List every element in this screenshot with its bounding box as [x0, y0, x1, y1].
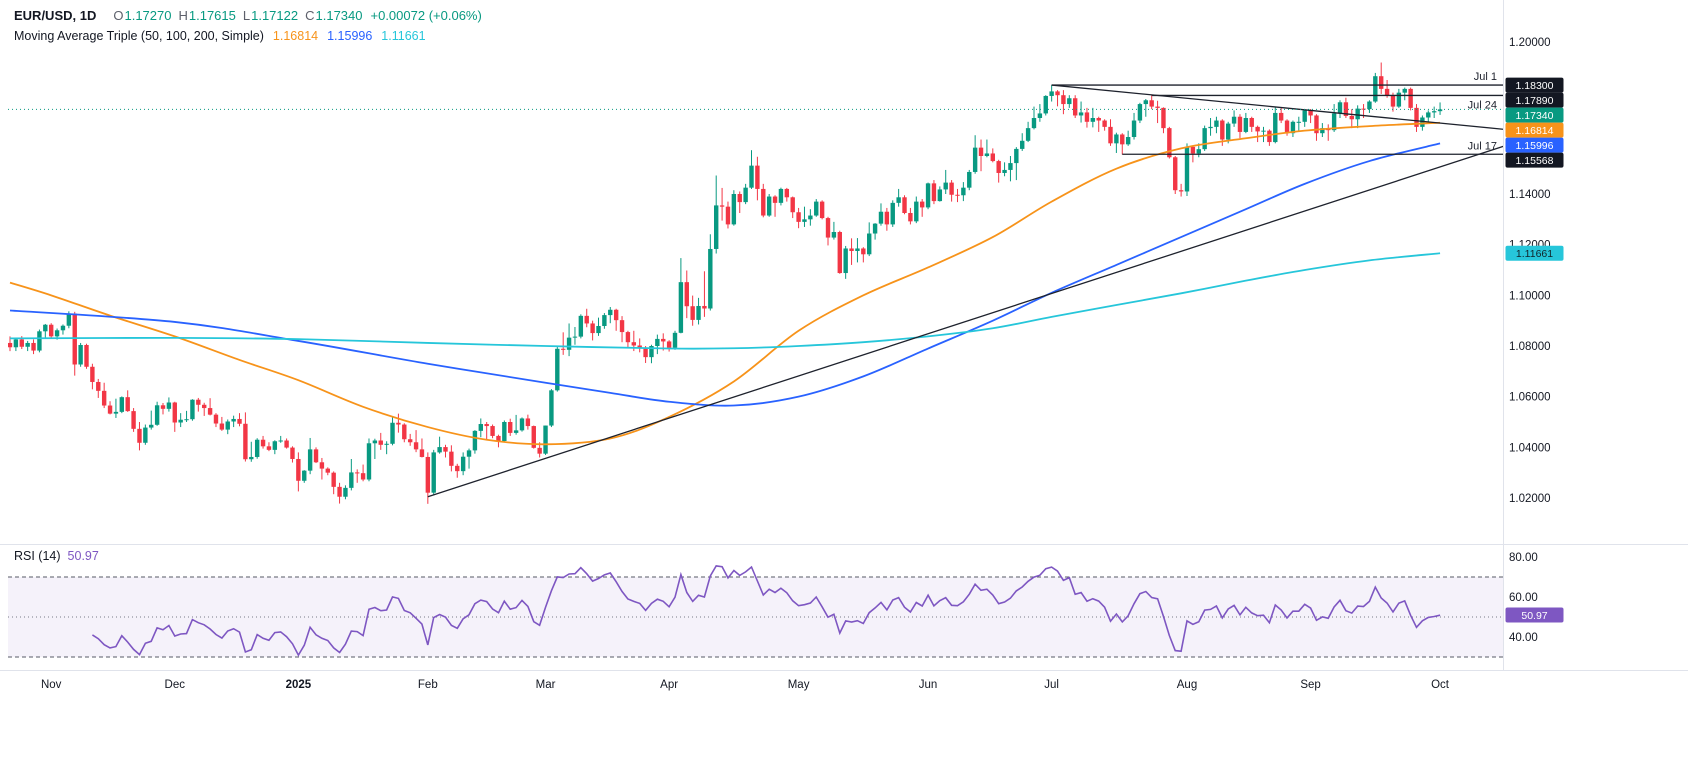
pane-separators: [0, 0, 1688, 671]
ohlc-open-label: O: [113, 8, 124, 23]
sma-50-line: [9, 121, 1441, 446]
price-badge: [1505, 137, 1564, 153]
annotation-label: Jul 24: [1468, 99, 1497, 111]
sma-100-line: [9, 142, 1441, 407]
ma-indicator-legend-row[interactable]: Moving Average Triple (50, 100, 200, Sim…: [14, 30, 482, 43]
price-badge: [1505, 92, 1564, 108]
ma200-value: 1.11661: [381, 29, 426, 43]
time-axis-label: Mar: [536, 679, 556, 691]
price-axis-label: 1.08000: [1509, 341, 1551, 353]
price-badge: [1505, 245, 1564, 261]
sma-200-line: [9, 252, 1441, 350]
ohlc-close-value: 1.17340: [315, 8, 363, 23]
ma50-value: 1.16814: [272, 29, 319, 43]
svg-text:1.18300: 1.18300: [1516, 80, 1554, 92]
price-axis-label: 1.14000: [1509, 189, 1551, 201]
symbol-title[interactable]: EUR/USD, 1D: [14, 8, 97, 23]
annotation-label: Jul 1: [1474, 71, 1497, 83]
price-axis-label: 1.20000: [1509, 37, 1551, 49]
price-axis[interactable]: 1.200001.140001.120001.100001.080001.060…: [1505, 37, 1564, 505]
time-axis-label: Sep: [1300, 679, 1320, 691]
rsi-current-value: 50.97: [67, 549, 99, 563]
time-axis-label: Nov: [41, 679, 62, 691]
time-axis-label: Dec: [165, 679, 186, 691]
change-value: +0.00072 (+0.06%): [370, 8, 482, 23]
rsi-indicator-title[interactable]: RSI (14): [14, 549, 61, 563]
svg-text:1.11661: 1.11661: [1516, 248, 1553, 260]
price-axis-label: 1.04000: [1509, 442, 1551, 454]
price-badge: [1505, 122, 1564, 138]
time-axis-label: Apr: [660, 679, 678, 691]
price-axis-label: 1.02000: [1509, 493, 1551, 505]
rsi-axis[interactable]: 80.00 60.00 40.00 50.97: [1505, 552, 1564, 644]
svg-text:1.15996: 1.15996: [1516, 140, 1554, 152]
price-axis-label: 1.06000: [1509, 392, 1551, 404]
rsi-axis-label: 80.00: [1509, 552, 1538, 564]
main-price-pane: Jul 1 Jul 24 Jul 17: [8, 62, 1503, 504]
time-axis-label: Feb: [418, 679, 438, 691]
price-badge: [1505, 152, 1564, 168]
svg-text:50.97: 50.97: [1521, 610, 1547, 622]
ohlc-low-label: L: [242, 8, 251, 23]
annotation-lines: [427, 84, 1503, 498]
svg-text:1.16814: 1.16814: [1516, 125, 1554, 137]
candles-layer: [8, 62, 1443, 504]
ohlc-low-value: 1.17122: [251, 8, 299, 23]
time-axis-label: Jul: [1044, 679, 1059, 691]
price-badge: [1505, 107, 1564, 123]
time-axis-label: 2025: [286, 679, 312, 691]
ohlc-high-label: H: [178, 8, 188, 23]
rsi-axis-label: 40.00: [1509, 632, 1538, 644]
rsi-line: [91, 565, 1441, 657]
time-axis-label: Aug: [1177, 679, 1197, 691]
time-axis-label: Oct: [1431, 679, 1450, 691]
price-axis-label: 1.10000: [1509, 290, 1551, 302]
symbol-legend-row[interactable]: EUR/USD, 1D O1.17270 H1.17615 L1.17122 C1.17…: [14, 9, 482, 22]
rsi-badge: [1505, 607, 1564, 623]
time-axis[interactable]: Nov Dec 2025 Feb Mar Apr May Jun Jul Aug Sep Oct: [41, 679, 1450, 691]
ma100-value: 1.15996: [327, 29, 373, 43]
ohlc-high-value: 1.17615: [188, 8, 236, 23]
time-axis-label: May: [788, 679, 810, 691]
annotation-label: Jul 17: [1468, 140, 1497, 152]
legend-main: EUR/USD, 1D O1.17270 H1.17615 L1.17122 C1.17…: [14, 9, 482, 43]
rsi-indicator-legend-row[interactable]: RSI (14) 50.97: [14, 550, 99, 563]
ohlc-close-label: C: [305, 8, 315, 23]
rsi-axis-label: 60.00: [1509, 592, 1538, 604]
svg-text:1.15568: 1.15568: [1516, 155, 1554, 167]
svg-text:1.17890: 1.17890: [1516, 95, 1554, 107]
ma-indicator-title[interactable]: Moving Average Triple (50, 100, 200, Sim…: [14, 29, 264, 43]
svg-text:1.17340: 1.17340: [1516, 110, 1554, 122]
rsi-pane: [8, 565, 1503, 658]
ohlc-open-value: 1.17270: [124, 8, 172, 23]
time-axis-label: Jun: [919, 679, 938, 691]
price-badge: [1505, 77, 1564, 93]
